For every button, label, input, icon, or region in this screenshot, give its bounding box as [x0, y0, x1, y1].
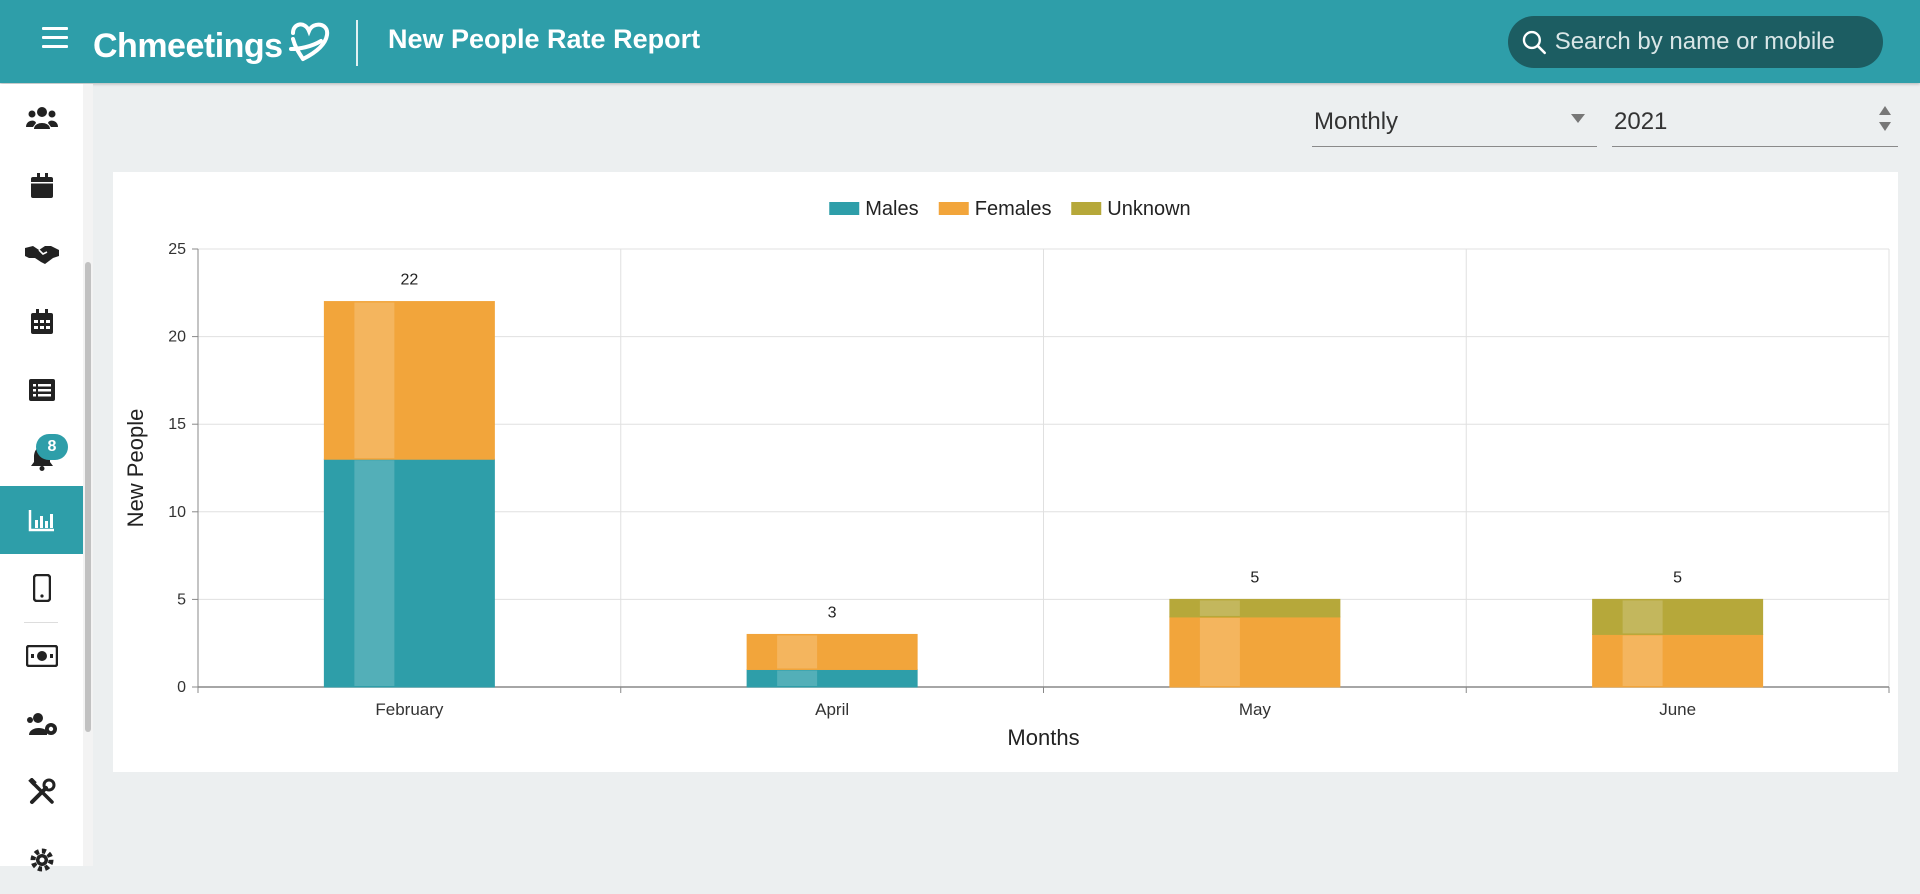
- x-axis-title: Months: [1007, 725, 1079, 750]
- sidebar-item-reports[interactable]: [0, 486, 83, 554]
- sidebar-item-calendar[interactable]: [0, 152, 83, 220]
- x-tick-label: May: [1239, 700, 1272, 719]
- legend-swatch-unknown: [1071, 202, 1102, 215]
- y-tick-label: 15: [168, 416, 186, 433]
- y-tick-label: 0: [177, 679, 186, 696]
- heart-logo-icon: [288, 22, 329, 61]
- y-tick-label: 20: [168, 329, 186, 346]
- bar-segment-unknown: [1592, 598, 1764, 635]
- x-tick-label: April: [815, 700, 849, 719]
- gear-icon: [30, 848, 53, 872]
- year-input[interactable]: 2021: [1612, 100, 1898, 147]
- bar-highlight: [777, 670, 818, 686]
- y-tick-label: 25: [168, 241, 186, 258]
- calendar-icon: [30, 173, 53, 198]
- bar-chart-icon: [28, 510, 54, 532]
- bar-segment-males: [323, 458, 495, 688]
- list-icon: [28, 379, 55, 401]
- bar-highlight: [1199, 617, 1240, 686]
- sidebar-item-groups[interactable]: [0, 690, 83, 758]
- hamburger-menu-icon[interactable]: [42, 27, 68, 49]
- sidebar-item-settings[interactable]: [0, 826, 83, 894]
- sidebar-item-schedule[interactable]: [0, 288, 83, 356]
- y-tick-label: 10: [168, 504, 186, 521]
- sidebar: 8: [0, 84, 83, 872]
- mobile-icon: [32, 574, 51, 602]
- sidebar-scrollbar[interactable]: [83, 84, 93, 866]
- period-select-value: Monthly: [1314, 108, 1399, 135]
- x-tick-label: February: [375, 700, 444, 719]
- page-title: New People Rate Report: [388, 24, 701, 54]
- search-input[interactable]: [1552, 27, 1883, 57]
- bar-segment-females: [323, 301, 495, 460]
- bar-segment-males: [746, 668, 918, 688]
- sidebar-scrollbar-thumb[interactable]: [85, 262, 91, 732]
- sidebar-item-mobile[interactable]: [0, 554, 83, 622]
- bar-highlight: [354, 302, 395, 459]
- new-people-chart: 0 5 10 15 20 25 22 February 3 April 5 May 5 June Month…: [123, 198, 1890, 750]
- sidebar-item-finance[interactable]: [0, 622, 83, 690]
- chevron-down-icon: [1571, 114, 1585, 123]
- search-box[interactable]: [1508, 16, 1883, 68]
- x-tick-label: June: [1659, 700, 1696, 719]
- legend-label-males: Males: [865, 198, 918, 220]
- notification-badge: 8: [36, 434, 68, 460]
- tools-icon: [27, 778, 55, 804]
- bar-highlight: [1199, 600, 1240, 616]
- sidebar-item-lists[interactable]: [0, 356, 83, 424]
- header-divider: [356, 20, 358, 66]
- bar-segment-females: [746, 633, 918, 670]
- bar-segment-females: [1169, 616, 1341, 688]
- bar-total-label: 5: [1250, 569, 1259, 586]
- sidebar-item-tools[interactable]: [0, 758, 83, 826]
- legend-label-unknown: Unknown: [1107, 198, 1190, 220]
- legend-label-females: Females: [975, 198, 1052, 220]
- sidebar-item-people[interactable]: [0, 84, 83, 152]
- spinner-arrows-icon[interactable]: [1878, 104, 1892, 134]
- chart-card: 0 5 10 15 20 25 22 February 3 April 5 May 5 June Month…: [113, 172, 1898, 772]
- bar-highlight: [354, 460, 395, 686]
- top-bar: Chmeetings New People Rate Report: [0, 0, 1920, 83]
- people-gear-icon: [26, 713, 57, 735]
- people-group-icon: [25, 107, 58, 129]
- bar-highlight: [1622, 600, 1663, 634]
- sidebar-separator: [24, 622, 58, 623]
- money-icon: [25, 645, 58, 667]
- bar-total-label: 22: [400, 272, 418, 289]
- bar-highlight: [777, 635, 818, 669]
- year-input-value: 2021: [1614, 108, 1668, 135]
- bar-total-label: 3: [828, 604, 837, 621]
- bar-segment-females: [1592, 633, 1764, 688]
- calendar-grid-icon: [30, 309, 53, 334]
- handshake-icon: [24, 246, 59, 264]
- sidebar-item-notifications[interactable]: 8: [0, 424, 83, 492]
- search-icon: [1522, 30, 1547, 55]
- y-axis-title: New People: [123, 409, 148, 528]
- bar-total-label: 5: [1673, 569, 1682, 586]
- legend-swatch-females: [938, 202, 969, 215]
- bar-highlight: [1622, 635, 1663, 686]
- bar-segment-unknown: [1169, 598, 1341, 618]
- legend-swatch-males: [829, 202, 860, 215]
- sidebar-item-handshake[interactable]: [0, 220, 83, 288]
- period-select[interactable]: Monthly: [1312, 100, 1597, 147]
- logo-text: Chmeetings: [93, 26, 283, 65]
- logo[interactable]: Chmeetings: [93, 16, 333, 66]
- y-tick-label: 5: [177, 591, 186, 608]
